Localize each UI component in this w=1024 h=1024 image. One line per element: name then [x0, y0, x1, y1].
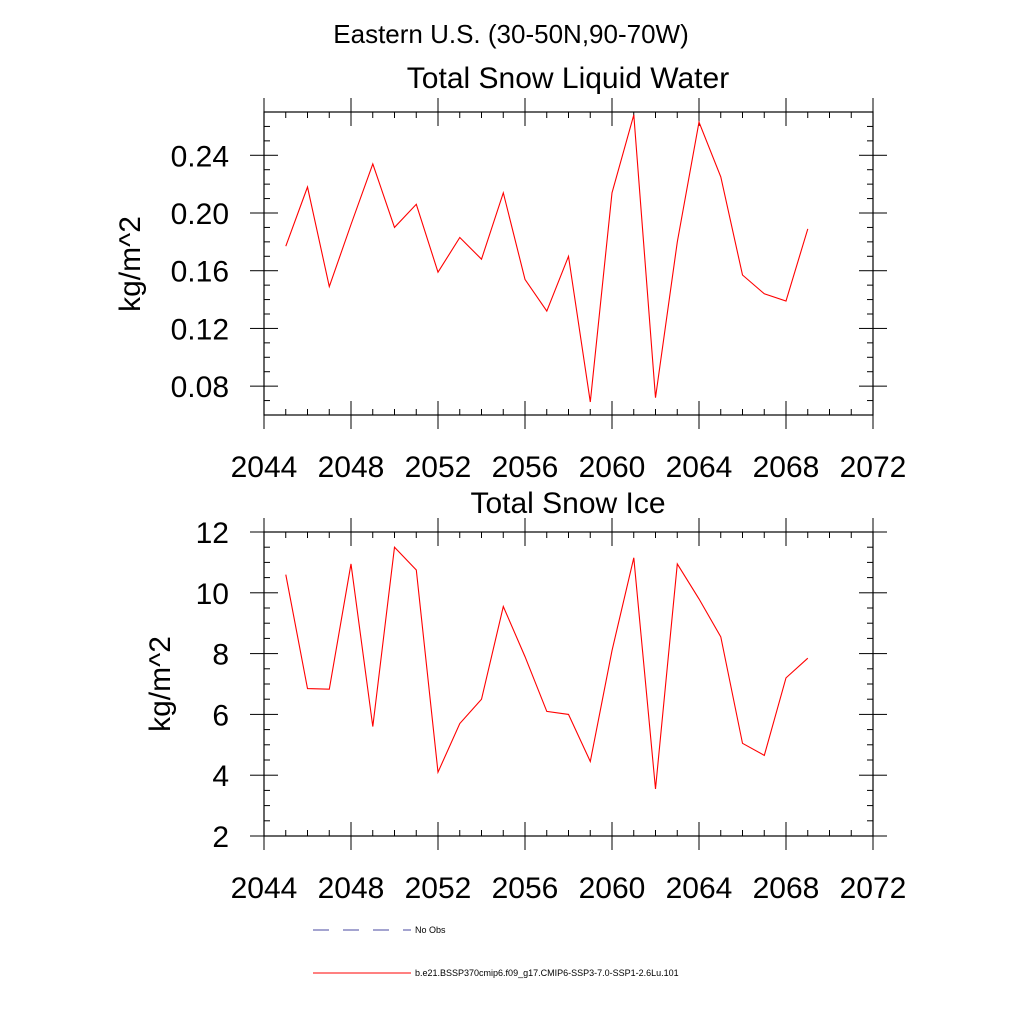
panel-2-xtick-label: 2060	[579, 872, 646, 905]
panel-2-title: Total Snow Ice	[470, 487, 665, 520]
panel-1-frame	[263, 111, 874, 416]
panel-2-ytick-label: 4	[212, 760, 229, 793]
panel-2-ytick-label: 12	[196, 517, 229, 550]
panel-2-xtick-label: 2052	[405, 872, 472, 905]
panel-1-xtick-label: 2056	[492, 451, 559, 484]
panel-1-series-line-0	[285, 114, 809, 403]
panel-1-xtick-label: 2048	[318, 451, 385, 484]
panel-2-ytick-label: 6	[212, 699, 229, 732]
panel-2-ytick-label: 2	[212, 821, 229, 854]
figure-title: Eastern U.S. (30-50N,90-70W)	[333, 19, 688, 49]
panel-1-xtick-label: 2068	[753, 451, 820, 484]
panel-1-ytick-label: 0.24	[171, 140, 229, 173]
panel-1-xtick-label: 2072	[840, 451, 907, 484]
panel-2-xtick-label: 2064	[666, 872, 733, 905]
panel-2-xtick-label: 2048	[318, 872, 385, 905]
panel-2-ylabel: kg/m^2	[144, 636, 177, 732]
panel-2-xtick-label: 2044	[231, 872, 298, 905]
panel-1-ytick-label: 0.12	[171, 313, 229, 346]
panel-1-xtick-label: 2060	[579, 451, 646, 484]
panel-1-xtick-label: 2052	[405, 451, 472, 484]
panel-2-ytick-label: 10	[196, 578, 229, 611]
panel-1-xtick-label: 2064	[666, 451, 733, 484]
legend-label-series: b.e21.BSSP370cmip6.f09_g17.CMIP6-SSP3-7.…	[415, 968, 679, 978]
panel-2-plot: 2044 2048 2052 2056 2060 2064 2068 2072 2 4 6 8 10 12	[196, 517, 907, 905]
panel-2-frame	[263, 531, 874, 837]
panel-1-ytick-label: 0.08	[171, 371, 229, 404]
panel-2-xtick-label: 2072	[840, 872, 907, 905]
panel-1-ylabel: kg/m^2	[114, 216, 147, 312]
panel-2-xtick-label: 2056	[492, 872, 559, 905]
panel-1-ytick-label: 0.16	[171, 256, 229, 289]
panel-1-plot: 2044 2048 2052 2056 2060 2064 2068 2072 0.08 0.12…	[171, 98, 907, 484]
legend-label-no-obs: No Obs	[415, 925, 446, 935]
panel-2-series-line-0	[285, 545, 809, 789]
panel-2-ytick-label: 8	[212, 639, 229, 672]
panel-1-xtick-label: 2044	[231, 451, 298, 484]
panel-1-ytick-label: 0.20	[171, 198, 229, 231]
legend: No Obs b.e21.BSSP370cmip6.f09_g17.CMIP6-…	[313, 925, 679, 978]
panel-1-title: Total Snow Liquid Water	[407, 62, 729, 95]
panel-2-xtick-label: 2068	[753, 872, 820, 905]
